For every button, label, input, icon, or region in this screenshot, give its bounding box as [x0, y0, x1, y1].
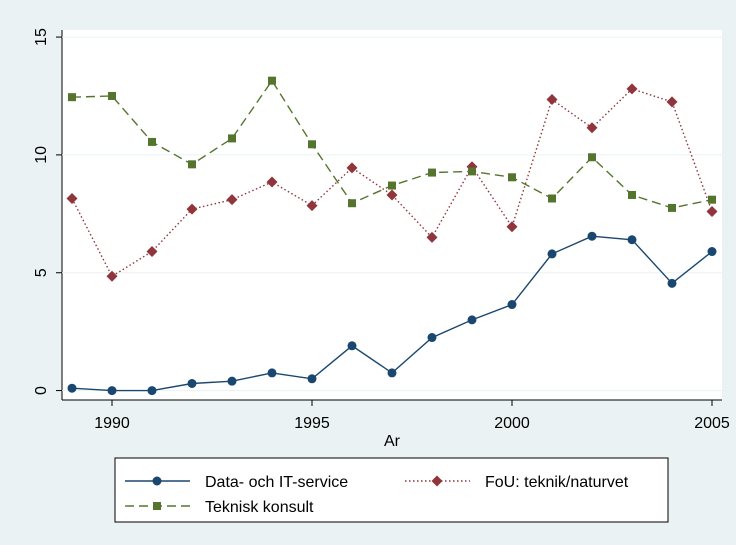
marker	[346, 162, 358, 174]
legend-label: Teknisk konsult	[205, 499, 314, 516]
marker	[148, 137, 156, 146]
x-tick-label: 1995	[294, 415, 330, 432]
marker	[348, 199, 356, 208]
marker	[266, 176, 278, 188]
y-tick-label: 5	[33, 268, 50, 277]
legend-label: FoU: teknik/naturvet	[485, 474, 629, 491]
marker	[506, 221, 518, 233]
marker	[153, 502, 161, 510]
marker	[547, 249, 557, 259]
marker	[666, 96, 678, 108]
marker	[387, 368, 397, 378]
y-tick-label: 10	[33, 146, 50, 164]
marker	[626, 83, 638, 95]
marker	[228, 134, 236, 143]
marker	[68, 93, 76, 102]
marker	[307, 374, 317, 384]
legend-label: Data- och IT-service	[205, 474, 348, 491]
marker	[152, 476, 162, 486]
marker	[708, 195, 716, 204]
marker	[627, 235, 637, 245]
marker	[467, 315, 477, 325]
marker	[706, 205, 718, 217]
marker	[187, 379, 197, 389]
marker	[146, 246, 158, 258]
marker	[507, 300, 517, 310]
marker	[588, 153, 596, 162]
series-line	[71, 88, 713, 278]
marker	[707, 247, 717, 257]
marker	[386, 189, 398, 201]
marker	[427, 333, 437, 343]
marker	[227, 376, 237, 386]
marker	[268, 76, 276, 85]
y-tick-label: 0	[33, 386, 50, 395]
marker	[667, 278, 677, 288]
marker	[188, 160, 196, 169]
marker	[186, 203, 198, 215]
marker	[147, 386, 157, 396]
marker	[548, 194, 556, 203]
marker	[107, 386, 117, 396]
marker	[106, 270, 118, 282]
marker	[508, 173, 516, 182]
x-tick-label: 1990	[94, 415, 130, 432]
marker	[226, 194, 238, 206]
y-tick-label: 15	[33, 28, 50, 46]
marker	[468, 167, 476, 176]
x-tick-label: 2000	[494, 415, 530, 432]
plot-area	[62, 30, 722, 400]
marker	[306, 200, 318, 212]
legend	[114, 457, 669, 523]
marker	[67, 383, 77, 393]
marker	[426, 231, 438, 243]
marker	[546, 94, 558, 106]
marker	[587, 231, 597, 241]
marker	[108, 91, 116, 100]
x-tick-label: 2005	[694, 415, 730, 432]
marker	[267, 368, 277, 378]
marker	[347, 341, 357, 351]
marker	[388, 181, 396, 190]
marker	[428, 168, 436, 177]
marker	[431, 475, 443, 487]
marker	[66, 193, 78, 205]
marker	[586, 122, 598, 134]
marker	[628, 190, 636, 199]
marker	[668, 203, 676, 212]
x-axis-label: Ar	[384, 433, 401, 450]
marker	[308, 140, 316, 149]
